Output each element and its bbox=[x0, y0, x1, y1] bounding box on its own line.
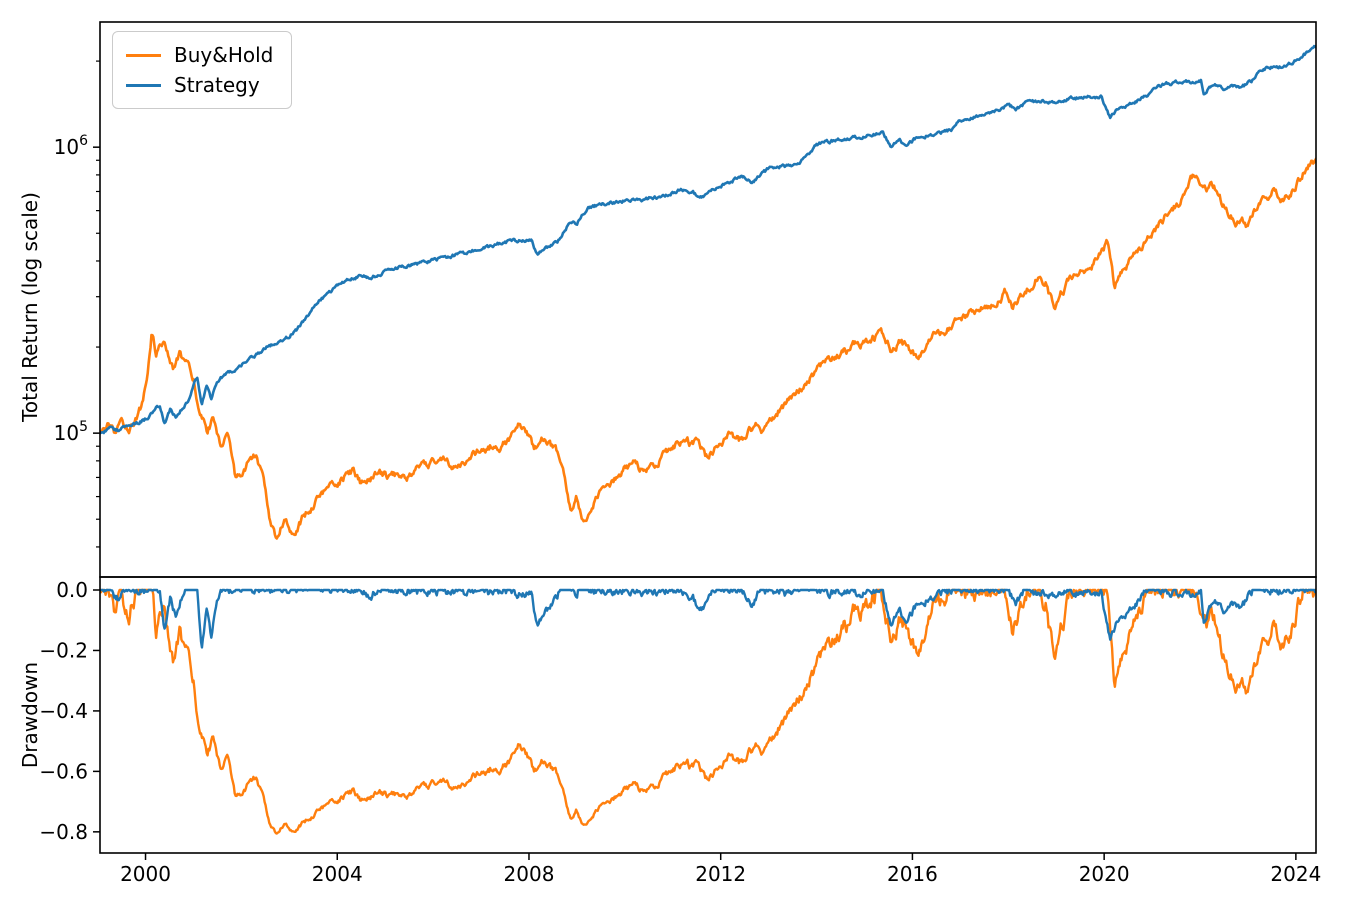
legend-label-buyhold: Buy&Hold bbox=[174, 43, 274, 67]
x-tick-label: 2012 bbox=[695, 862, 746, 886]
y-tick-label: −0.2 bbox=[39, 638, 88, 662]
y-tick-label: −0.8 bbox=[39, 820, 88, 844]
legend: Buy&Hold Strategy bbox=[112, 31, 293, 109]
buyhold-line-swatch bbox=[126, 53, 161, 57]
y-tick-label: −0.4 bbox=[39, 699, 88, 723]
total-return-y-ticks: 105 106 bbox=[54, 60, 100, 548]
strategy-line-swatch bbox=[126, 83, 161, 87]
x-tick-label: 2004 bbox=[312, 862, 363, 886]
x-tick-label: 2024 bbox=[1270, 862, 1321, 886]
x-tick-label: 2020 bbox=[1079, 862, 1130, 886]
y-tick-label: 106 bbox=[54, 133, 88, 159]
y-tick-label: 0.0 bbox=[56, 578, 88, 602]
drawdown-line-strategy bbox=[100, 588, 1316, 649]
y-axis-label-drawdown: Drawdown bbox=[18, 661, 42, 769]
y-tick-label: 105 bbox=[54, 419, 88, 445]
drawdown-y-ticks: 0.0 −0.2 −0.4 −0.6 −0.8 bbox=[39, 578, 100, 844]
x-tick-label: 2016 bbox=[887, 862, 938, 886]
legend-item-buyhold: Buy&Hold bbox=[126, 44, 273, 66]
x-tick-label: 2008 bbox=[504, 862, 555, 886]
legend-label-strategy: Strategy bbox=[174, 73, 260, 97]
total-return-line-buyhold bbox=[100, 157, 1316, 540]
x-tick-label: 2000 bbox=[120, 862, 171, 886]
y-axis-label-total-return: Total Return (log scale) bbox=[18, 192, 42, 422]
y-tick-label: −0.6 bbox=[39, 759, 88, 783]
x-axis-ticks: 2000 2004 2008 2012 2016 2020 2024 bbox=[120, 853, 1321, 886]
legend-item-strategy: Strategy bbox=[126, 74, 273, 96]
drawdown-line-buyhold bbox=[100, 588, 1316, 835]
total-return-line-strategy bbox=[100, 44, 1316, 435]
drawdown-spines bbox=[99, 576, 1317, 854]
